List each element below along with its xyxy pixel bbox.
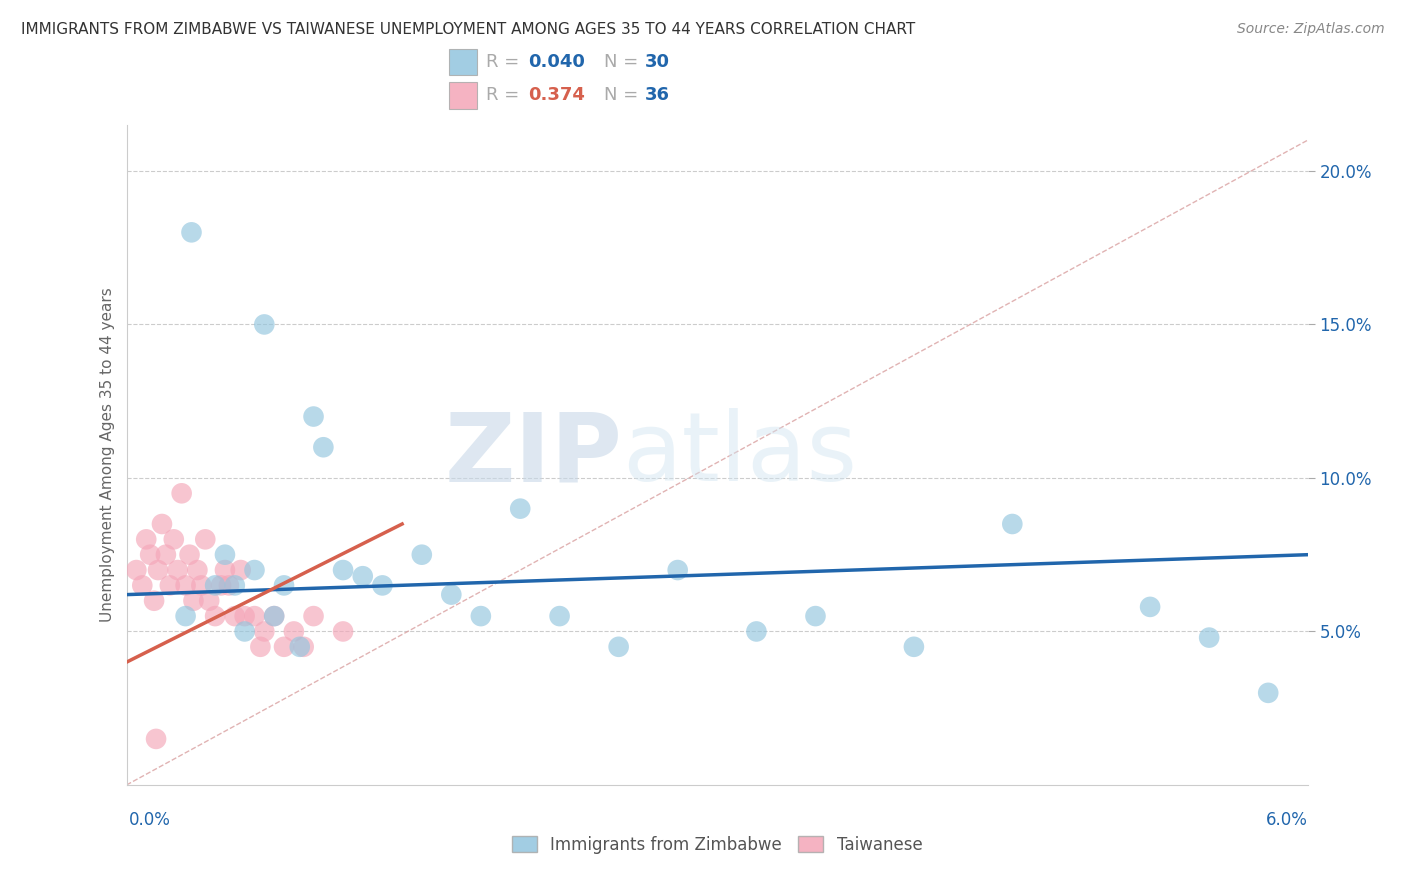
Point xyxy=(155,548,177,562)
Point xyxy=(302,609,325,624)
Point xyxy=(332,563,354,577)
Point xyxy=(179,548,201,562)
Text: 0.0%: 0.0% xyxy=(129,811,172,829)
Point xyxy=(243,609,266,624)
Point xyxy=(150,516,173,531)
Point xyxy=(166,563,188,577)
Point xyxy=(233,624,256,639)
Legend: Immigrants from Zimbabwe, Taiwanese: Immigrants from Zimbabwe, Taiwanese xyxy=(503,828,931,863)
Point xyxy=(214,563,236,577)
Point xyxy=(745,624,768,639)
Point xyxy=(1001,516,1024,531)
Point xyxy=(243,563,266,577)
Point xyxy=(263,609,285,624)
Point xyxy=(163,533,186,547)
Bar xyxy=(449,48,478,75)
Point xyxy=(139,548,162,562)
Point xyxy=(224,578,246,592)
Point xyxy=(332,624,354,639)
Point xyxy=(903,640,925,654)
Point xyxy=(1257,686,1279,700)
Point xyxy=(273,578,295,592)
Point xyxy=(411,548,433,562)
Y-axis label: Unemployment Among Ages 35 to 44 years: Unemployment Among Ages 35 to 44 years xyxy=(100,287,115,623)
Text: Source: ZipAtlas.com: Source: ZipAtlas.com xyxy=(1237,22,1385,37)
Point xyxy=(666,563,689,577)
Point xyxy=(1198,631,1220,645)
Point xyxy=(312,440,335,454)
Text: 36: 36 xyxy=(644,87,669,104)
Point xyxy=(214,548,236,562)
Point xyxy=(302,409,325,424)
Point xyxy=(253,318,276,332)
Text: IMMIGRANTS FROM ZIMBABWE VS TAIWANESE UNEMPLOYMENT AMONG AGES 35 TO 44 YEARS COR: IMMIGRANTS FROM ZIMBABWE VS TAIWANESE UN… xyxy=(21,22,915,37)
Point xyxy=(509,501,531,516)
Point xyxy=(174,609,197,624)
Text: R =: R = xyxy=(486,53,524,70)
Text: R =: R = xyxy=(486,87,524,104)
Point xyxy=(204,578,226,592)
Point xyxy=(174,578,197,592)
Point xyxy=(146,563,169,577)
Point xyxy=(352,569,374,583)
Point xyxy=(125,563,148,577)
Point xyxy=(224,609,246,624)
Point xyxy=(292,640,315,654)
Point xyxy=(143,593,166,607)
Point xyxy=(371,578,394,592)
Point xyxy=(180,225,202,239)
Point xyxy=(288,640,311,654)
Text: ZIP: ZIP xyxy=(444,409,623,501)
Point xyxy=(470,609,492,624)
Point xyxy=(131,578,153,592)
Point xyxy=(273,640,295,654)
Point xyxy=(183,593,205,607)
Point xyxy=(249,640,271,654)
Point xyxy=(263,609,285,624)
Point xyxy=(198,593,221,607)
Text: 30: 30 xyxy=(644,53,669,70)
Point xyxy=(283,624,305,639)
Point xyxy=(170,486,193,500)
Point xyxy=(440,588,463,602)
Text: 0.374: 0.374 xyxy=(527,87,585,104)
Point xyxy=(548,609,571,624)
Text: 0.040: 0.040 xyxy=(527,53,585,70)
Point xyxy=(204,609,226,624)
Point xyxy=(159,578,181,592)
Bar xyxy=(449,82,478,109)
Point xyxy=(229,563,252,577)
Text: atlas: atlas xyxy=(623,409,858,501)
Point xyxy=(607,640,630,654)
Text: 6.0%: 6.0% xyxy=(1265,811,1308,829)
Point xyxy=(209,578,232,592)
Point xyxy=(233,609,256,624)
Point xyxy=(218,578,240,592)
Point xyxy=(135,533,157,547)
Point xyxy=(186,563,208,577)
Point xyxy=(145,731,167,746)
Point xyxy=(1139,599,1161,614)
Text: N =: N = xyxy=(605,87,644,104)
Point xyxy=(194,533,217,547)
Point xyxy=(190,578,212,592)
Point xyxy=(253,624,276,639)
Text: N =: N = xyxy=(605,53,644,70)
Point xyxy=(804,609,827,624)
